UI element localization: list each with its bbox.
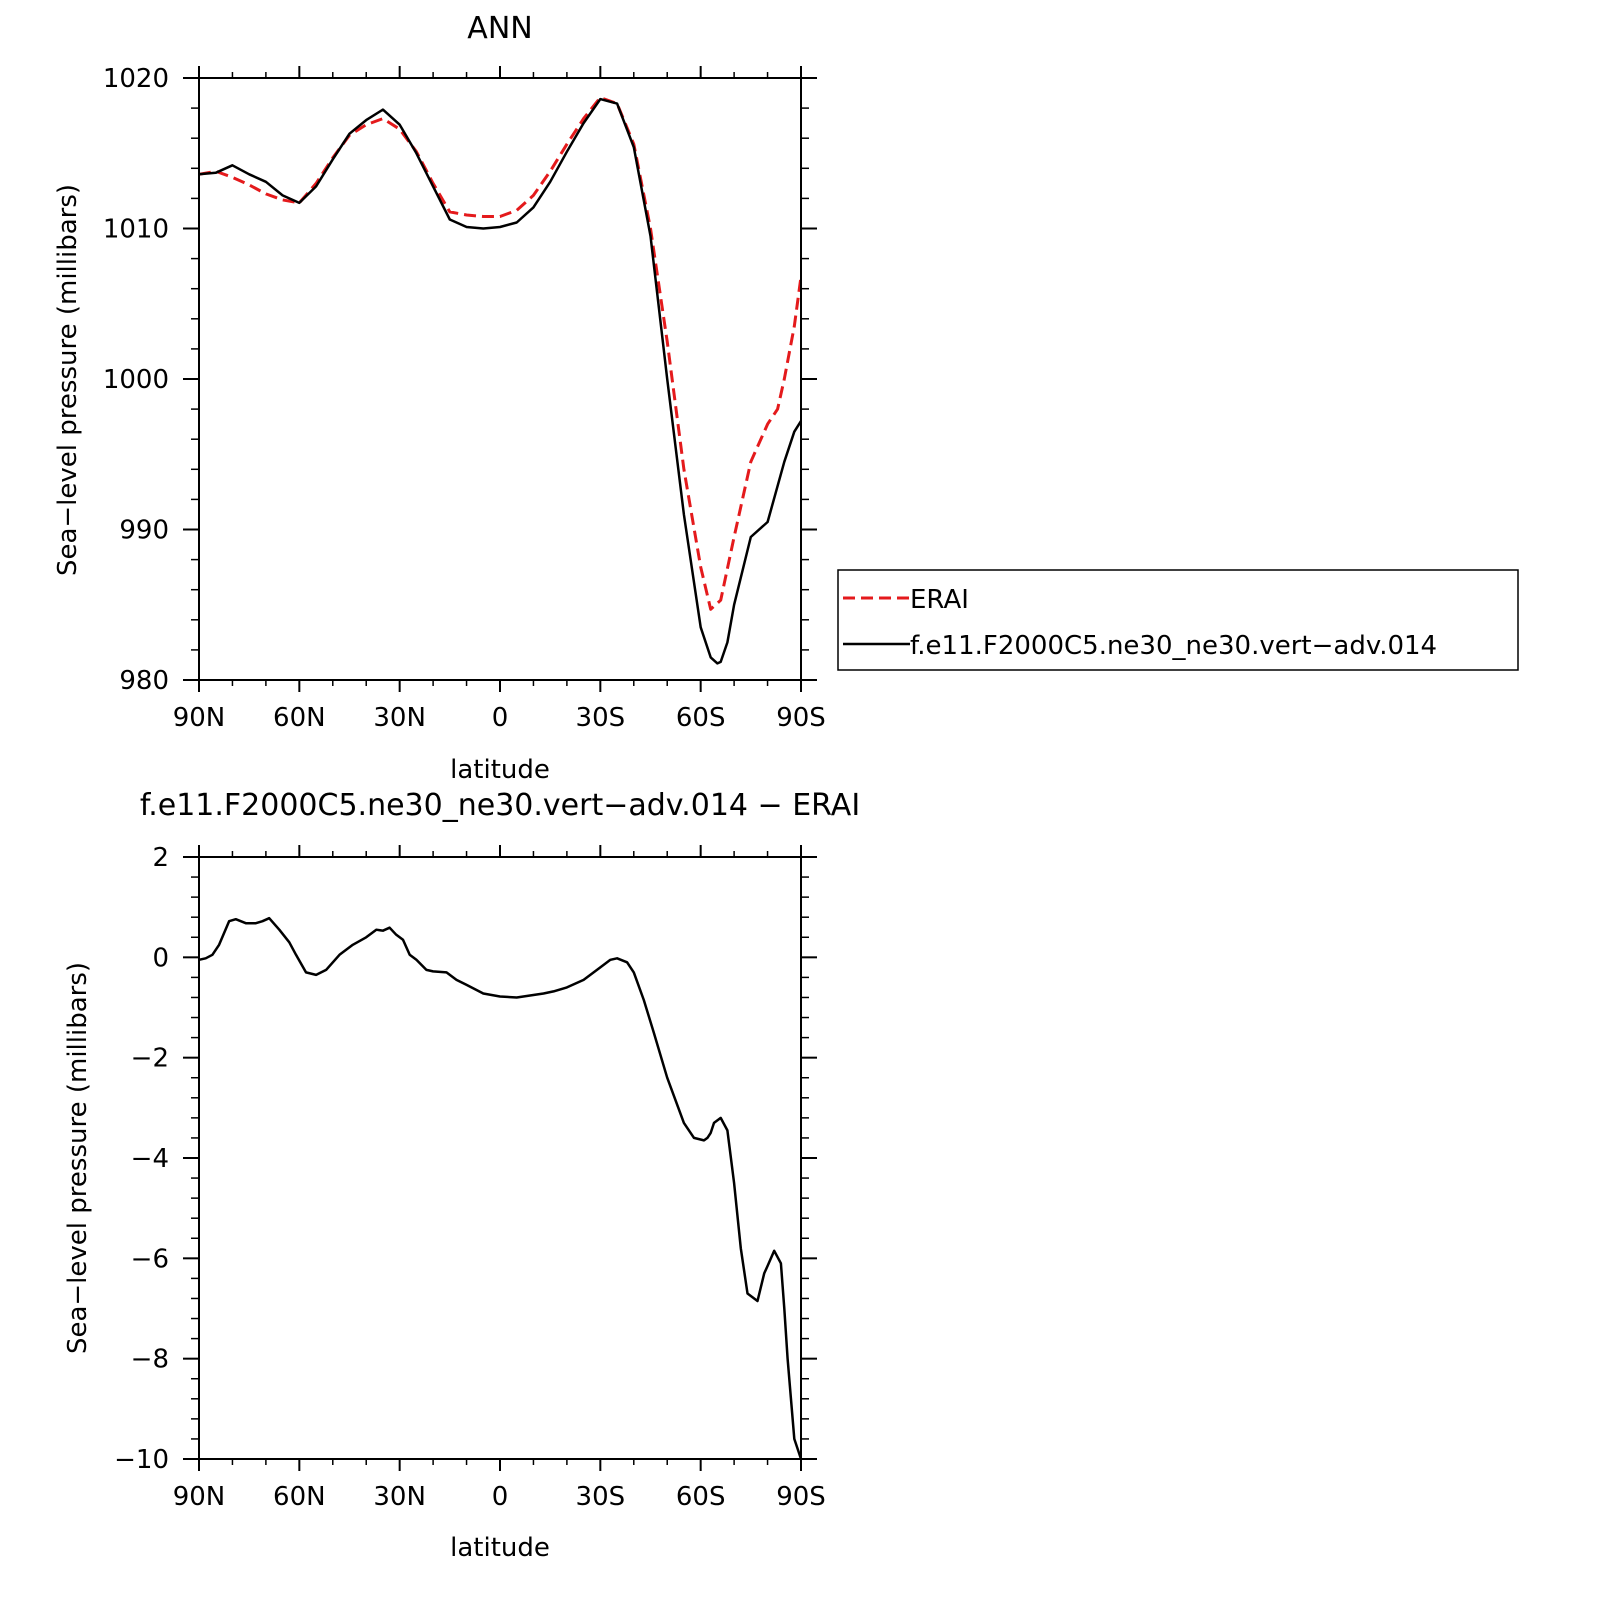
legend-label-erai: ERAI xyxy=(910,585,969,615)
bottom-panel: f.e11.F2000C5.ne30_ne30.vert−adv.014 − E… xyxy=(63,788,860,1563)
x-tick-label: 60N xyxy=(273,1482,326,1512)
x-tick-label: 90N xyxy=(173,703,226,733)
y-tick-label: −8 xyxy=(131,1345,169,1375)
x-tick-label: 0 xyxy=(492,703,509,733)
y-tick-label: 980 xyxy=(119,666,169,696)
x-tick-label: 60N xyxy=(273,703,326,733)
x-tick-label: 0 xyxy=(492,1482,509,1512)
y-tick-label: −4 xyxy=(131,1144,169,1174)
legend-label-model: f.e11.F2000C5.ne30_ne30.vert−adv.014 xyxy=(910,631,1437,661)
top-panel-series xyxy=(198,96,803,665)
top-panel-title: ANN xyxy=(467,11,532,46)
top-panel-ticks: 90N 60N 30N 0 30S 60S 90S 980 990 1000 1010 1020 xyxy=(103,64,826,733)
y-tick-label: −2 xyxy=(131,1044,169,1074)
y-tick-label: 2 xyxy=(152,843,169,873)
y-tick-label: 1010 xyxy=(103,215,169,245)
x-tick-label: 60S xyxy=(676,703,726,733)
y-tick-label: 1000 xyxy=(103,365,169,395)
legend: ERAI f.e11.F2000C5.ne30_ne30.vert−adv.01… xyxy=(837,569,1519,671)
top-panel-plot-frame xyxy=(198,77,802,681)
y-tick-label: 1020 xyxy=(103,64,169,94)
x-tick-label: 90N xyxy=(173,1482,226,1512)
y-tick-label: 0 xyxy=(152,943,169,973)
top-panel-x-axis-label: latitude xyxy=(450,755,550,785)
y-tick-label: −10 xyxy=(114,1445,169,1475)
x-tick-label: 90S xyxy=(776,1482,826,1512)
x-tick-label: 30N xyxy=(373,703,426,733)
x-tick-label: 60S xyxy=(676,1482,726,1512)
x-tick-label: 30S xyxy=(576,703,626,733)
bottom-panel-y-axis-label: Sea−level pressure (millibars) xyxy=(63,962,93,1354)
x-tick-label: 30S xyxy=(576,1482,626,1512)
bottom-panel-title: f.e11.F2000C5.ne30_ne30.vert−adv.014 − E… xyxy=(140,788,860,823)
x-tick-label: 90S xyxy=(776,703,826,733)
bottom-panel-series xyxy=(198,916,803,1460)
bottom-panel-plot-frame xyxy=(198,856,802,1460)
y-tick-label: −6 xyxy=(131,1244,169,1274)
bottom-panel-x-axis-label: latitude xyxy=(450,1533,550,1563)
series-line-0-1 xyxy=(198,97,803,665)
top-panel-y-axis-label: Sea−level pressure (millibars) xyxy=(53,184,83,576)
series-line-1-0 xyxy=(198,916,803,1460)
y-tick-label: 990 xyxy=(119,516,169,546)
series-line-0-0 xyxy=(198,96,803,611)
x-tick-label: 30N xyxy=(373,1482,426,1512)
legend-box xyxy=(837,569,1519,671)
top-panel: ANN latitude Sea−level pressure (milliba… xyxy=(53,11,826,785)
